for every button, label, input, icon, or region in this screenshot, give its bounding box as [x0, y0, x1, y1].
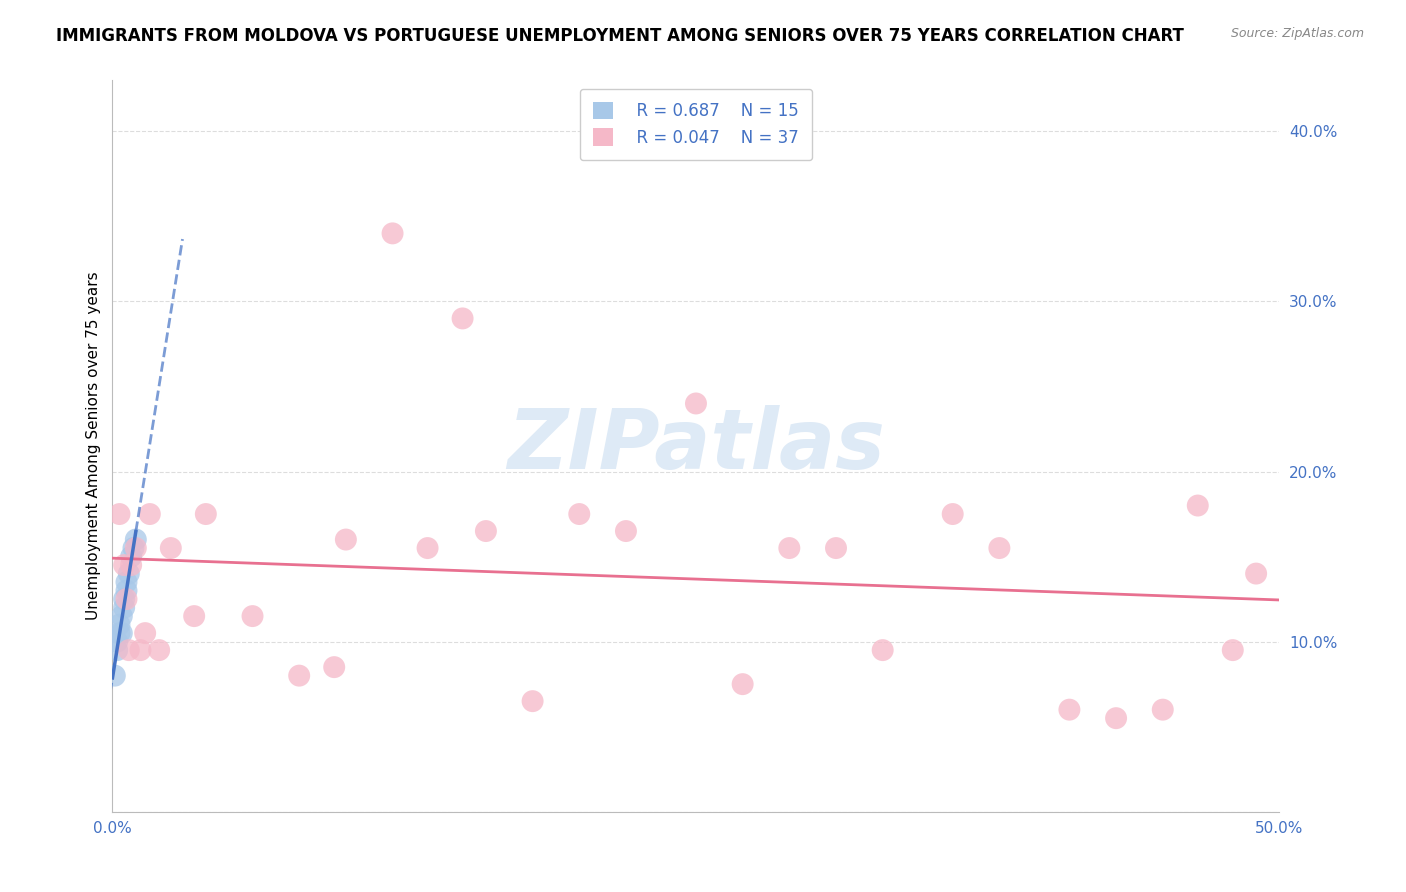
Point: [475, 524, 498, 538]
Point: [118, 566, 141, 581]
Point: [112, 592, 135, 607]
Point: [942, 507, 965, 521]
Point: [183, 609, 205, 624]
Point: [1244, 566, 1267, 581]
Point: [335, 533, 357, 547]
Text: IMMIGRANTS FROM MOLDOVA VS PORTUGUESE UNEMPLOYMENT AMONG SENIORS OVER 75 YEARS C: IMMIGRANTS FROM MOLDOVA VS PORTUGUESE UN…: [56, 27, 1184, 45]
Point: [825, 541, 848, 555]
Point: [139, 507, 162, 521]
Point: [614, 524, 637, 538]
Point: [108, 507, 131, 521]
Point: [988, 541, 1011, 555]
Point: [115, 583, 138, 598]
Point: [112, 558, 135, 572]
Point: [134, 626, 156, 640]
Point: [568, 507, 591, 521]
Point: [120, 558, 142, 572]
Point: [872, 643, 894, 657]
Point: [288, 668, 311, 682]
Point: [242, 609, 264, 624]
Text: ZIPatlas: ZIPatlas: [508, 406, 884, 486]
Point: [451, 311, 474, 326]
Point: [1105, 711, 1128, 725]
Point: [381, 227, 404, 241]
Point: [125, 541, 148, 555]
Point: [120, 549, 142, 564]
Point: [108, 617, 131, 632]
Point: [1152, 703, 1174, 717]
Y-axis label: Unemployment Among Seniors over 75 years: Unemployment Among Seniors over 75 years: [86, 272, 101, 620]
Point: [104, 668, 127, 682]
Point: [122, 541, 145, 555]
Point: [1187, 499, 1209, 513]
Text: Source: ZipAtlas.com: Source: ZipAtlas.com: [1230, 27, 1364, 40]
Point: [194, 507, 217, 521]
Legend:   R = 0.687    N = 15,   R = 0.047    N = 37: R = 0.687 N = 15, R = 0.047 N = 37: [579, 88, 813, 160]
Point: [112, 600, 135, 615]
Point: [1059, 703, 1081, 717]
Point: [115, 592, 138, 607]
Point: [148, 643, 170, 657]
Point: [105, 634, 128, 648]
Point: [416, 541, 439, 555]
Point: [111, 626, 134, 640]
Point: [685, 396, 707, 410]
Point: [323, 660, 346, 674]
Point: [105, 643, 128, 657]
Point: [522, 694, 544, 708]
Point: [731, 677, 754, 691]
Point: [129, 643, 152, 657]
Point: [115, 575, 138, 590]
Point: [125, 533, 148, 547]
Point: [111, 609, 134, 624]
Point: [108, 626, 131, 640]
Point: [160, 541, 183, 555]
Point: [778, 541, 800, 555]
Point: [1222, 643, 1244, 657]
Point: [118, 643, 141, 657]
